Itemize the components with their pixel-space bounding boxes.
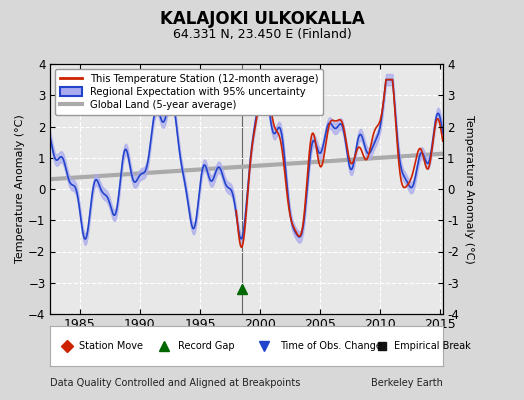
Text: Station Move: Station Move [79,341,143,351]
Text: KALAJOKI ULKOKALLA: KALAJOKI ULKOKALLA [160,10,364,28]
Text: Record Gap: Record Gap [178,341,234,351]
Text: Empirical Break: Empirical Break [394,341,471,351]
Y-axis label: Temperature Anomaly (°C): Temperature Anomaly (°C) [16,115,26,263]
Text: 64.331 N, 23.450 E (Finland): 64.331 N, 23.450 E (Finland) [172,28,352,41]
Text: Data Quality Controlled and Aligned at Breakpoints: Data Quality Controlled and Aligned at B… [50,378,300,388]
Text: Time of Obs. Change: Time of Obs. Change [280,341,381,351]
Legend: This Temperature Station (12-month average), Regional Expectation with 95% uncer: This Temperature Station (12-month avera… [55,69,323,115]
Text: Berkeley Earth: Berkeley Earth [371,378,443,388]
Y-axis label: Temperature Anomaly (°C): Temperature Anomaly (°C) [464,115,474,263]
